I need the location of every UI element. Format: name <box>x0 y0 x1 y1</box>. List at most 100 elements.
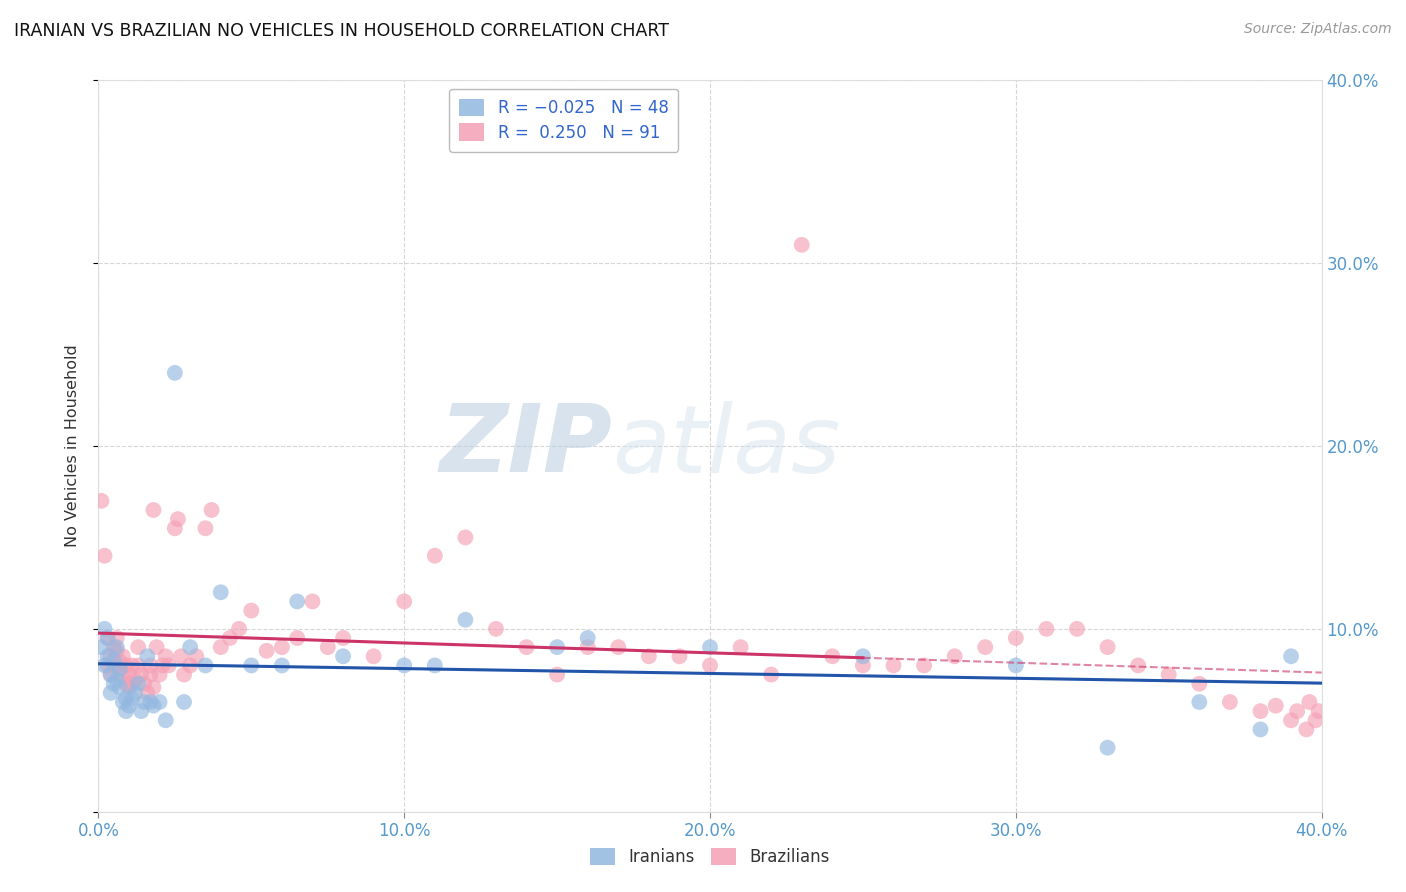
Point <box>1004 658 1026 673</box>
Point <box>121 676 143 690</box>
Point <box>516 640 538 655</box>
Point <box>1249 704 1271 718</box>
Point <box>97 631 120 645</box>
Point <box>1219 695 1241 709</box>
Text: atlas: atlas <box>612 401 841 491</box>
Point <box>118 667 141 681</box>
Point <box>852 649 875 664</box>
Point <box>142 698 165 713</box>
Point <box>163 366 186 380</box>
Point <box>139 667 162 681</box>
Point <box>103 658 125 673</box>
Point <box>1308 704 1330 718</box>
Point <box>105 673 128 687</box>
Point <box>1286 704 1309 718</box>
Point <box>1298 695 1320 709</box>
Point <box>974 640 997 655</box>
Point <box>115 676 138 690</box>
Point <box>637 649 661 664</box>
Point <box>90 640 112 655</box>
Point <box>1097 640 1119 655</box>
Point <box>485 622 508 636</box>
Y-axis label: No Vehicles in Household: No Vehicles in Household <box>65 344 80 548</box>
Point <box>1035 622 1057 636</box>
Point <box>301 594 323 608</box>
Point <box>363 649 385 664</box>
Point <box>270 658 292 673</box>
Point <box>100 667 122 681</box>
Point <box>121 691 143 706</box>
Point <box>790 238 813 252</box>
Point <box>285 631 308 645</box>
Point <box>200 503 222 517</box>
Point <box>1305 714 1327 728</box>
Point <box>127 658 149 673</box>
Text: Source: ZipAtlas.com: Source: ZipAtlas.com <box>1244 22 1392 37</box>
Point <box>127 676 149 690</box>
Point <box>1097 740 1119 755</box>
Point <box>852 658 875 673</box>
Point <box>142 503 165 517</box>
Point <box>103 653 125 667</box>
Point <box>155 649 177 664</box>
Point <box>1295 723 1317 737</box>
Point <box>127 640 149 655</box>
Point <box>316 640 339 655</box>
Point <box>136 649 159 664</box>
Point <box>699 640 721 655</box>
Point <box>332 649 354 664</box>
Point <box>186 649 208 664</box>
Point <box>821 649 844 664</box>
Point <box>100 649 122 664</box>
Point <box>576 631 599 645</box>
Point <box>240 658 263 673</box>
Point <box>179 658 201 673</box>
Legend: Iranians, Brazilians: Iranians, Brazilians <box>583 841 837 873</box>
Point <box>943 649 966 664</box>
Point <box>105 640 128 655</box>
Point <box>115 704 138 718</box>
Point <box>392 594 416 608</box>
Point <box>111 649 134 664</box>
Point <box>454 530 477 544</box>
Point <box>134 676 156 690</box>
Point <box>90 493 112 508</box>
Point <box>93 658 115 673</box>
Point <box>118 698 141 713</box>
Point <box>668 649 690 664</box>
Point <box>108 662 131 676</box>
Point <box>1188 676 1211 690</box>
Point <box>912 658 935 673</box>
Point <box>173 695 195 709</box>
Point <box>209 585 232 599</box>
Point <box>142 681 165 695</box>
Point <box>1264 698 1286 713</box>
Point <box>256 644 278 658</box>
Point <box>194 521 217 535</box>
Point <box>93 622 115 636</box>
Point <box>1004 631 1026 645</box>
Point <box>157 658 180 673</box>
Point <box>124 686 146 700</box>
Point <box>179 640 201 655</box>
Point <box>194 658 217 673</box>
Point <box>240 603 263 617</box>
Point <box>392 658 416 673</box>
Point <box>100 686 122 700</box>
Point <box>167 512 190 526</box>
Point <box>170 649 193 664</box>
Point <box>103 640 125 655</box>
Text: ZIP: ZIP <box>439 400 612 492</box>
Point <box>124 673 146 687</box>
Point <box>97 658 120 673</box>
Point <box>111 695 134 709</box>
Point <box>699 658 721 673</box>
Point <box>115 658 138 673</box>
Point <box>173 667 195 681</box>
Point <box>134 695 156 709</box>
Point <box>139 658 162 673</box>
Point <box>1066 622 1088 636</box>
Point <box>152 658 174 673</box>
Point <box>149 695 172 709</box>
Point <box>1279 714 1302 728</box>
